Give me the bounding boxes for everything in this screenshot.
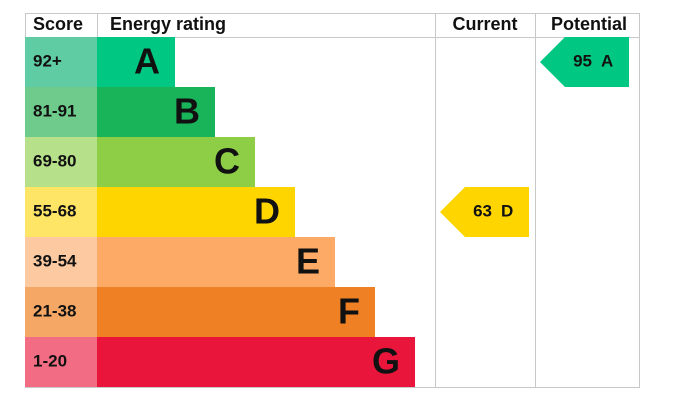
- rating-bar: [97, 237, 335, 287]
- potential-letter: A: [601, 51, 613, 70]
- score-cell: [25, 337, 97, 387]
- score-cell: [25, 187, 97, 237]
- current-value: 63: [473, 201, 492, 220]
- header-score: Score: [33, 14, 83, 34]
- band-letter: C: [214, 141, 240, 182]
- rating-bar: [97, 287, 375, 337]
- band-letter: E: [296, 241, 320, 282]
- score-label: 21-38: [33, 301, 76, 320]
- rating-bar: [97, 337, 415, 387]
- current-arrow: [440, 187, 529, 237]
- score-cell: [25, 287, 97, 337]
- rating-bar: [97, 87, 215, 137]
- rating-bar: [97, 187, 295, 237]
- score-label: 1-20: [33, 351, 67, 370]
- band-letter: B: [174, 91, 200, 132]
- band-letter: G: [372, 341, 400, 382]
- header-current: Current: [452, 14, 517, 34]
- score-cell: [25, 137, 97, 187]
- band-letter: A: [134, 41, 160, 82]
- score-label: 39-54: [33, 251, 77, 270]
- current-letter: D: [501, 201, 513, 220]
- score-label: 81-91: [33, 101, 76, 120]
- band-letter: F: [338, 291, 360, 332]
- score-label: 69-80: [33, 151, 76, 170]
- score-cell: [25, 237, 97, 287]
- header-potential: Potential: [551, 14, 627, 34]
- score-cell: [25, 87, 97, 137]
- score-label: 55-68: [33, 201, 76, 220]
- rating-bar: [97, 37, 175, 87]
- score-cell: [25, 37, 97, 87]
- potential-arrow: [540, 37, 629, 87]
- score-label: 92+: [33, 51, 62, 70]
- band-letter: D: [254, 191, 280, 232]
- potential-value: 95: [573, 51, 592, 70]
- rating-bar: [97, 137, 255, 187]
- header-rating: Energy rating: [110, 14, 226, 34]
